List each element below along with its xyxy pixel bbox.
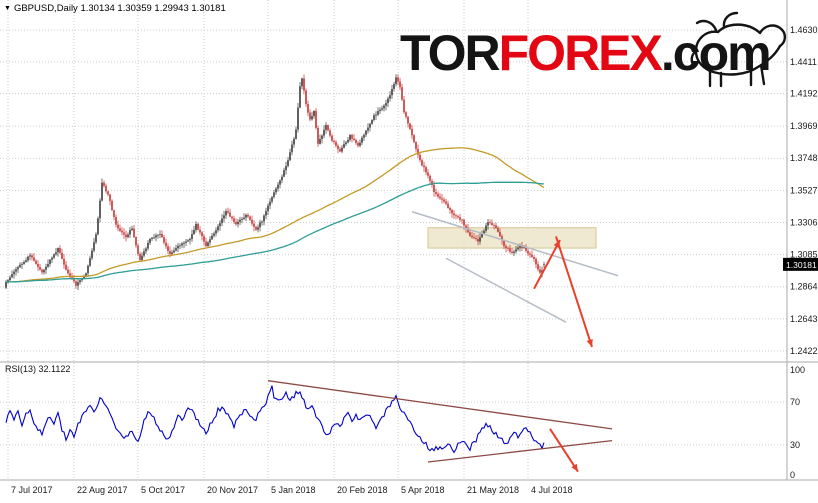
svg-text:1.3527: 1.3527 [790,185,818,195]
svg-text:0: 0 [790,470,795,480]
price-axis-labels: 1.4630 1.4411 1.4192 1.3969 1.3748 1.3527 1.33… [790,25,818,356]
svg-text:1.3969: 1.3969 [790,121,818,131]
svg-text:20 Nov 2017: 20 Nov 2017 [207,485,258,495]
svg-text:1.30181: 1.30181 [786,260,817,270]
svg-text:1.3748: 1.3748 [790,153,818,163]
symbol-ohlc-label: GBPUSD,Daily 1.30134 1.30359 1.29943 1.3… [13,3,226,14]
symbol-info: ▼ GBPUSD,Daily 1.30134 1.30359 1.29943 1… [4,3,226,14]
svg-text:1.2422: 1.2422 [790,346,818,356]
svg-text:1.4630: 1.4630 [790,25,818,35]
svg-text:20 Feb 2018: 20 Feb 2018 [337,485,388,495]
rsi-line [5,385,545,454]
svg-text:4 Jul 2018: 4 Jul 2018 [531,485,573,495]
sma-100-line [6,147,545,283]
svg-text:5 Jan 2018: 5 Jan 2018 [271,485,316,495]
current-price-tag: 1.30181 [783,257,818,271]
sma-170-line [6,181,545,283]
time-axis-labels: 7 Jul 2017 22 Aug 2017 5 Oct 2017 20 Nov 20… [11,485,573,495]
bull-bear-icon [690,11,787,88]
logo-text-tor: TOR [400,25,501,81]
svg-text:21 May 2018: 21 May 2018 [467,485,519,495]
svg-text:1.3306: 1.3306 [790,217,818,227]
logo-text-com: .com [660,25,772,81]
svg-text:5 Apr 2018: 5 Apr 2018 [401,485,445,495]
torforex-logo: TORFOREX.com [400,25,772,81]
svg-text:1.4411: 1.4411 [790,57,817,67]
logo-text-forex: FOREX [498,25,663,81]
forecast-arrows [533,236,593,348]
grid [0,0,787,480]
svg-text:7 Jul 2017: 7 Jul 2017 [11,485,53,495]
svg-text:1.3085: 1.3085 [790,250,818,260]
rsi-wedge [267,380,613,473]
svg-text:22 Aug 2017: 22 Aug 2017 [77,485,128,495]
svg-text:5 Oct 2017: 5 Oct 2017 [141,485,185,495]
rsi-indicator-label: RSI(13) 32.1122 [5,364,71,374]
svg-text:1.2864: 1.2864 [790,282,818,292]
svg-text:1.2643: 1.2643 [790,314,818,324]
resistance-zone [427,227,597,249]
rsi-axis-labels: 100 70 30 0 [790,365,805,480]
candles [5,74,545,291]
trend-channel [411,211,619,323]
chart-marker-icon: ▼ [4,5,11,12]
svg-text:1.4192: 1.4192 [790,89,818,99]
svg-text:70: 70 [790,397,800,407]
svg-text:30: 30 [790,440,800,450]
svg-text:100: 100 [790,365,805,375]
